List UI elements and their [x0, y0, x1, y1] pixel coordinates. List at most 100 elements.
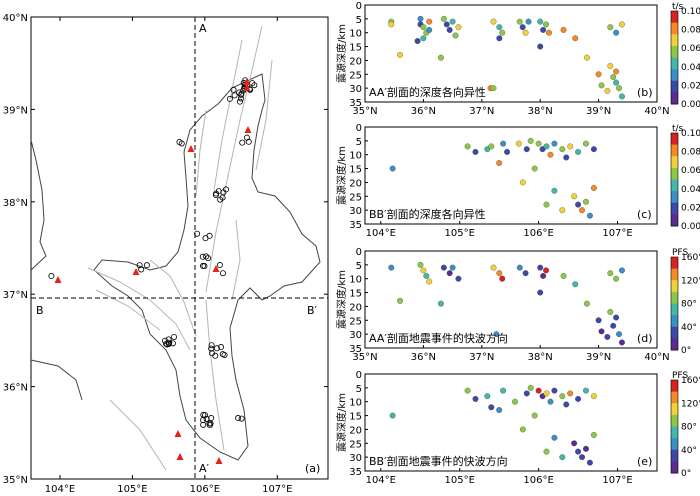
panel-label: (b)	[637, 86, 653, 99]
colorbar-segment	[671, 191, 678, 204]
colorbar-segment	[671, 426, 678, 439]
data-point	[527, 137, 534, 144]
event-circle	[176, 139, 183, 146]
event-circle	[203, 415, 210, 422]
data-point	[449, 18, 456, 25]
event-circle	[171, 333, 178, 340]
profile-panel-c: 0 5 10 15 20 25 30 35 104°E 105°E 106°E 107°E 震源深度/k…	[335, 123, 700, 239]
event-circle	[162, 337, 169, 344]
fault-lines	[87, 25, 273, 471]
x-tick-label: 106°E	[523, 228, 553, 239]
data-point	[496, 35, 503, 42]
data-point	[531, 165, 538, 172]
data-point	[543, 448, 550, 455]
data-point	[437, 54, 444, 61]
station-triangle	[174, 430, 182, 437]
colorbar-segment	[671, 449, 678, 462]
data-point	[537, 289, 544, 296]
data-point	[604, 333, 611, 340]
data-point	[523, 146, 530, 153]
colorbar-tick-label: 0.10	[681, 129, 700, 139]
data-point	[500, 140, 507, 147]
colorbar-segment	[671, 268, 678, 281]
data-point	[472, 148, 479, 155]
map-axes: 104°E 105°E 106°E 107°E 35°N 36°N 37°N 38°N 39°N…	[3, 13, 328, 495]
y-axis-label: 震源深度/km	[335, 393, 348, 452]
x-tick-label: 39°N	[586, 106, 611, 117]
event-circle	[203, 253, 210, 260]
data-point	[575, 201, 582, 208]
colorbar-segment	[671, 57, 678, 70]
colorbar-segment	[671, 414, 678, 427]
data-point	[437, 300, 444, 307]
data-point	[546, 29, 552, 36]
data-point	[522, 270, 529, 277]
colorbar-segment	[671, 92, 678, 105]
data-point	[613, 275, 620, 282]
map-y-tick-label: 40°N	[3, 13, 28, 24]
event-circle	[200, 421, 207, 428]
data-point	[417, 261, 424, 268]
colorbar-tick-label: 160°	[681, 253, 700, 263]
y-tick-label: 30	[349, 84, 362, 95]
colorbar-segment	[671, 156, 678, 169]
data-point	[472, 395, 479, 402]
y-tick-label: 15	[349, 43, 362, 54]
data-point	[559, 146, 566, 153]
event-circle	[208, 345, 215, 352]
outer-border-west-2	[30, 359, 83, 401]
station-triangle	[187, 145, 195, 152]
event-circle	[243, 134, 250, 141]
colorbar-tick-label: 40°	[681, 323, 697, 333]
event-circle	[215, 188, 222, 195]
event-circle	[213, 345, 220, 352]
colorbar-segment	[671, 167, 678, 180]
colorbar-tick-label: 0.02	[681, 203, 700, 213]
y-tick-label: 10	[349, 398, 362, 409]
data-point	[493, 331, 500, 338]
data-point	[496, 24, 503, 31]
event-circle	[238, 92, 245, 99]
colorbar-segment	[671, 214, 678, 227]
station-triangle	[176, 453, 184, 460]
data-point	[551, 187, 558, 194]
map-x-tick-label: 104°E	[45, 484, 75, 495]
plot-frame	[364, 373, 658, 472]
data-point	[607, 270, 614, 277]
x-tick-label: 40°N	[644, 106, 669, 117]
station-triangle	[243, 78, 251, 85]
map-x-tick-label: 107°E	[262, 484, 292, 495]
colorbar-tick-label: 0.02	[681, 81, 700, 91]
data-point	[426, 26, 433, 33]
event-circle	[235, 415, 242, 422]
panel-label: (d)	[637, 332, 653, 345]
data-point	[559, 454, 566, 461]
colorbar-title: t/s	[672, 2, 684, 12]
colorbar-segment	[671, 144, 678, 157]
data-point	[464, 387, 471, 394]
x-tick-label: 40°N	[644, 352, 669, 363]
event-circle	[201, 263, 208, 270]
data-point	[525, 18, 532, 25]
colorbar-tick-label: 0.00	[681, 222, 700, 232]
map-y-tick-label: 38°N	[3, 198, 28, 209]
y-tick-label: 0	[356, 247, 362, 258]
event-circle	[169, 340, 176, 347]
colorbar-tick-label: 120°	[681, 276, 700, 286]
event-circle	[231, 92, 238, 99]
map-panel: A A′ B B′ (a) 104°E 105°E 106°E 107°E 35°N 36…	[3, 13, 329, 495]
event-circle	[194, 230, 201, 237]
data-point	[567, 143, 574, 150]
x-tick-label: 36°N	[411, 106, 436, 117]
data-point	[579, 454, 585, 461]
y-tick-label: 35	[349, 344, 362, 355]
data-point	[496, 270, 503, 277]
data-point	[537, 43, 544, 50]
data-point	[551, 387, 558, 394]
colorbar-tick-label: 0.04	[681, 63, 700, 73]
data-point	[426, 18, 433, 25]
plot-frame	[364, 4, 658, 103]
